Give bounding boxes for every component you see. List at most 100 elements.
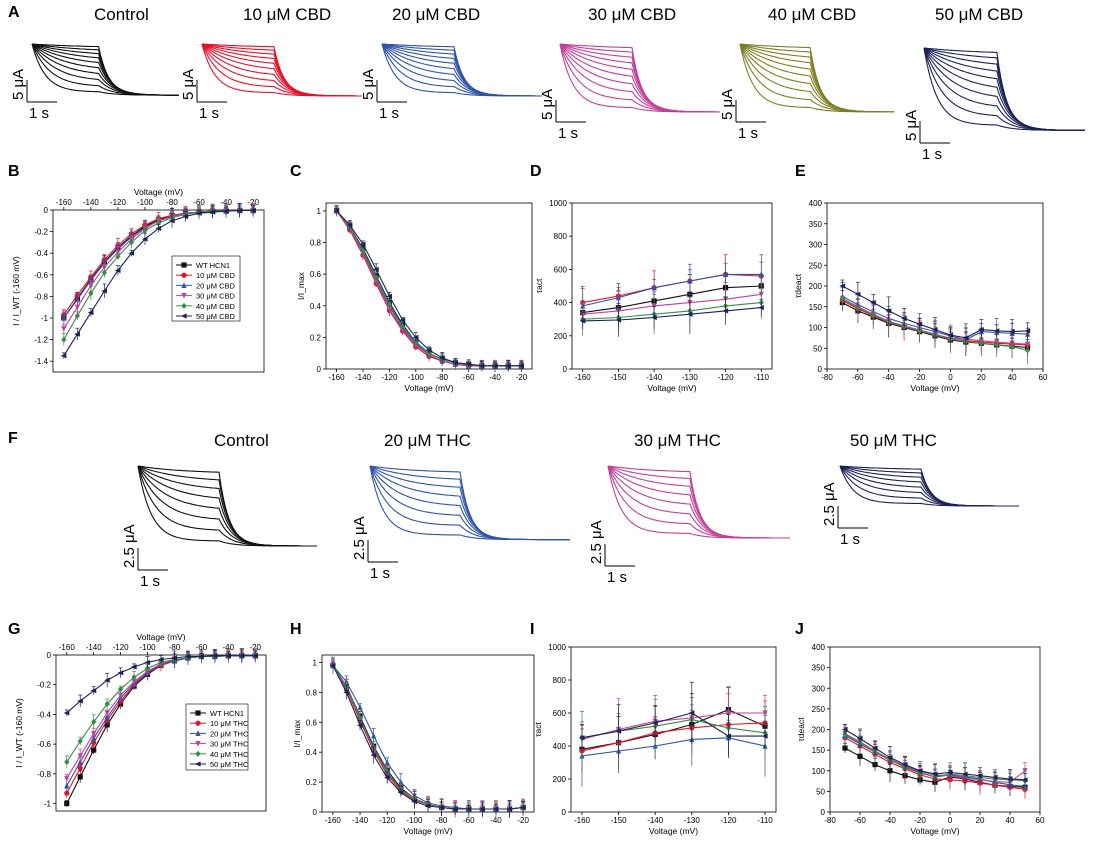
x-tick-label: -120 <box>720 816 737 825</box>
data-point <box>901 761 908 768</box>
y-tick-label: -0.8 <box>34 292 48 301</box>
x-tick-label: -40 <box>490 816 502 825</box>
y-tick-label: 400 <box>812 643 826 652</box>
data-point <box>74 312 80 319</box>
trace-title-30-cbd: 30 μM CBD <box>588 5 676 24</box>
x-axis-label: Voltage (mV) <box>404 383 453 393</box>
data-point <box>886 754 893 761</box>
legend-label: WT HCN1 <box>196 261 230 270</box>
data-point <box>901 315 907 321</box>
y-tick-label: -0.6 <box>37 740 51 749</box>
trace-title-10-cbd: 10 μM CBD <box>243 5 331 24</box>
data-point <box>386 293 392 299</box>
data-point <box>74 296 80 303</box>
y-tick-label: 0.6 <box>306 718 318 727</box>
series-5 <box>839 279 1031 352</box>
x-tick-label: -150 <box>611 816 628 825</box>
y-tick-label: 200 <box>812 726 826 735</box>
x-tick-label: -80 <box>169 643 181 652</box>
data-point <box>686 311 693 317</box>
scale-label-current: 5 μA <box>903 110 920 141</box>
data-point <box>373 274 379 281</box>
trace-title-control-cbd: Control <box>94 5 149 24</box>
x-tick-label: -80 <box>824 816 836 825</box>
trace-panel: 5 μA1 s <box>903 47 1085 163</box>
x-tick-label: -120 <box>110 198 127 207</box>
data-point <box>384 759 390 766</box>
data-point <box>91 747 97 753</box>
y-tick-label: 0.8 <box>310 239 322 248</box>
x-tick-label: -140 <box>646 373 663 382</box>
series-line <box>581 712 765 739</box>
data-point <box>357 704 363 710</box>
data-point <box>439 355 445 361</box>
data-point <box>181 272 187 278</box>
data-point <box>857 753 863 759</box>
scale-label-time: 1 s <box>840 531 860 548</box>
current-trace <box>137 465 317 547</box>
legend-label: 50 μM CBD <box>196 312 235 321</box>
x-axis-label: Voltage (mV) <box>910 383 959 393</box>
x-tick-label: 40 <box>1006 816 1015 825</box>
series-line <box>581 712 765 740</box>
chart-B: -160 -140 -120 -100 -80 -60 -40 -20 0 -0.2 -0.4 -0.… <box>11 187 265 373</box>
y-tick-label: 600 <box>553 709 567 718</box>
data-point <box>425 347 432 353</box>
x-tick-label: -100 <box>137 198 154 207</box>
x-tick-label: -120 <box>379 816 396 825</box>
current-trace <box>607 465 790 539</box>
data-point <box>60 353 67 359</box>
x-axis-label: Voltage (mV) <box>136 632 185 642</box>
data-point <box>465 361 472 367</box>
series-5 <box>579 294 764 337</box>
x-tick-label: -160 <box>574 816 591 825</box>
data-point <box>181 282 187 288</box>
y-tick-label: -0.4 <box>37 710 51 719</box>
data-point <box>64 775 70 782</box>
data-point <box>114 267 121 274</box>
current-trace <box>839 465 1019 507</box>
data-point <box>90 688 97 694</box>
data-point <box>722 271 729 277</box>
data-point <box>841 726 848 733</box>
data-point <box>758 304 764 311</box>
y-tick-label: 0 <box>562 808 567 817</box>
data-point <box>195 750 201 757</box>
series-5 <box>333 208 525 372</box>
y-tick-label: -0.6 <box>34 271 48 280</box>
series-1 <box>580 254 764 317</box>
data-point <box>360 247 366 254</box>
data-point <box>252 653 258 659</box>
data-point <box>412 334 419 340</box>
data-point <box>181 302 187 309</box>
data-point <box>438 804 445 811</box>
data-point <box>77 765 83 771</box>
trace-panel: 5 μA1 s <box>539 43 721 142</box>
chart-J: -80 -60 -40 -20 0 20 40 60 0 50 100 150 200 250 300 350… <box>796 643 1045 836</box>
y-tick-label: 250 <box>809 261 823 270</box>
y-tick-label: 50 <box>813 344 822 353</box>
x-tick-label: 20 <box>976 816 985 825</box>
series-line <box>332 665 524 810</box>
x-tick-label: -80 <box>436 373 448 382</box>
current-trace <box>137 465 317 547</box>
data-point <box>359 241 366 247</box>
x-tick-label: -100 <box>406 816 423 825</box>
data-point <box>725 733 732 739</box>
series-line <box>581 722 766 752</box>
panel-letter-i: I <box>530 621 534 638</box>
legend-label: 30 μM THC <box>210 740 249 749</box>
scale-label-current: 2.5 μA <box>351 516 368 560</box>
y-tick-label: 1 <box>317 207 322 216</box>
y-tick-label: -0.2 <box>37 681 51 690</box>
data-point <box>115 253 121 260</box>
x-tick-label: -160 <box>56 198 73 207</box>
legend-label: 40 μM CBD <box>196 302 235 311</box>
scale-label-time: 1 s <box>140 573 160 590</box>
trace-title-20-cbd: 20 μM CBD <box>392 5 480 24</box>
current-trace <box>607 465 790 539</box>
series-line <box>336 210 522 367</box>
y-axis-label: τdeact <box>796 717 806 742</box>
data-point <box>413 342 419 349</box>
